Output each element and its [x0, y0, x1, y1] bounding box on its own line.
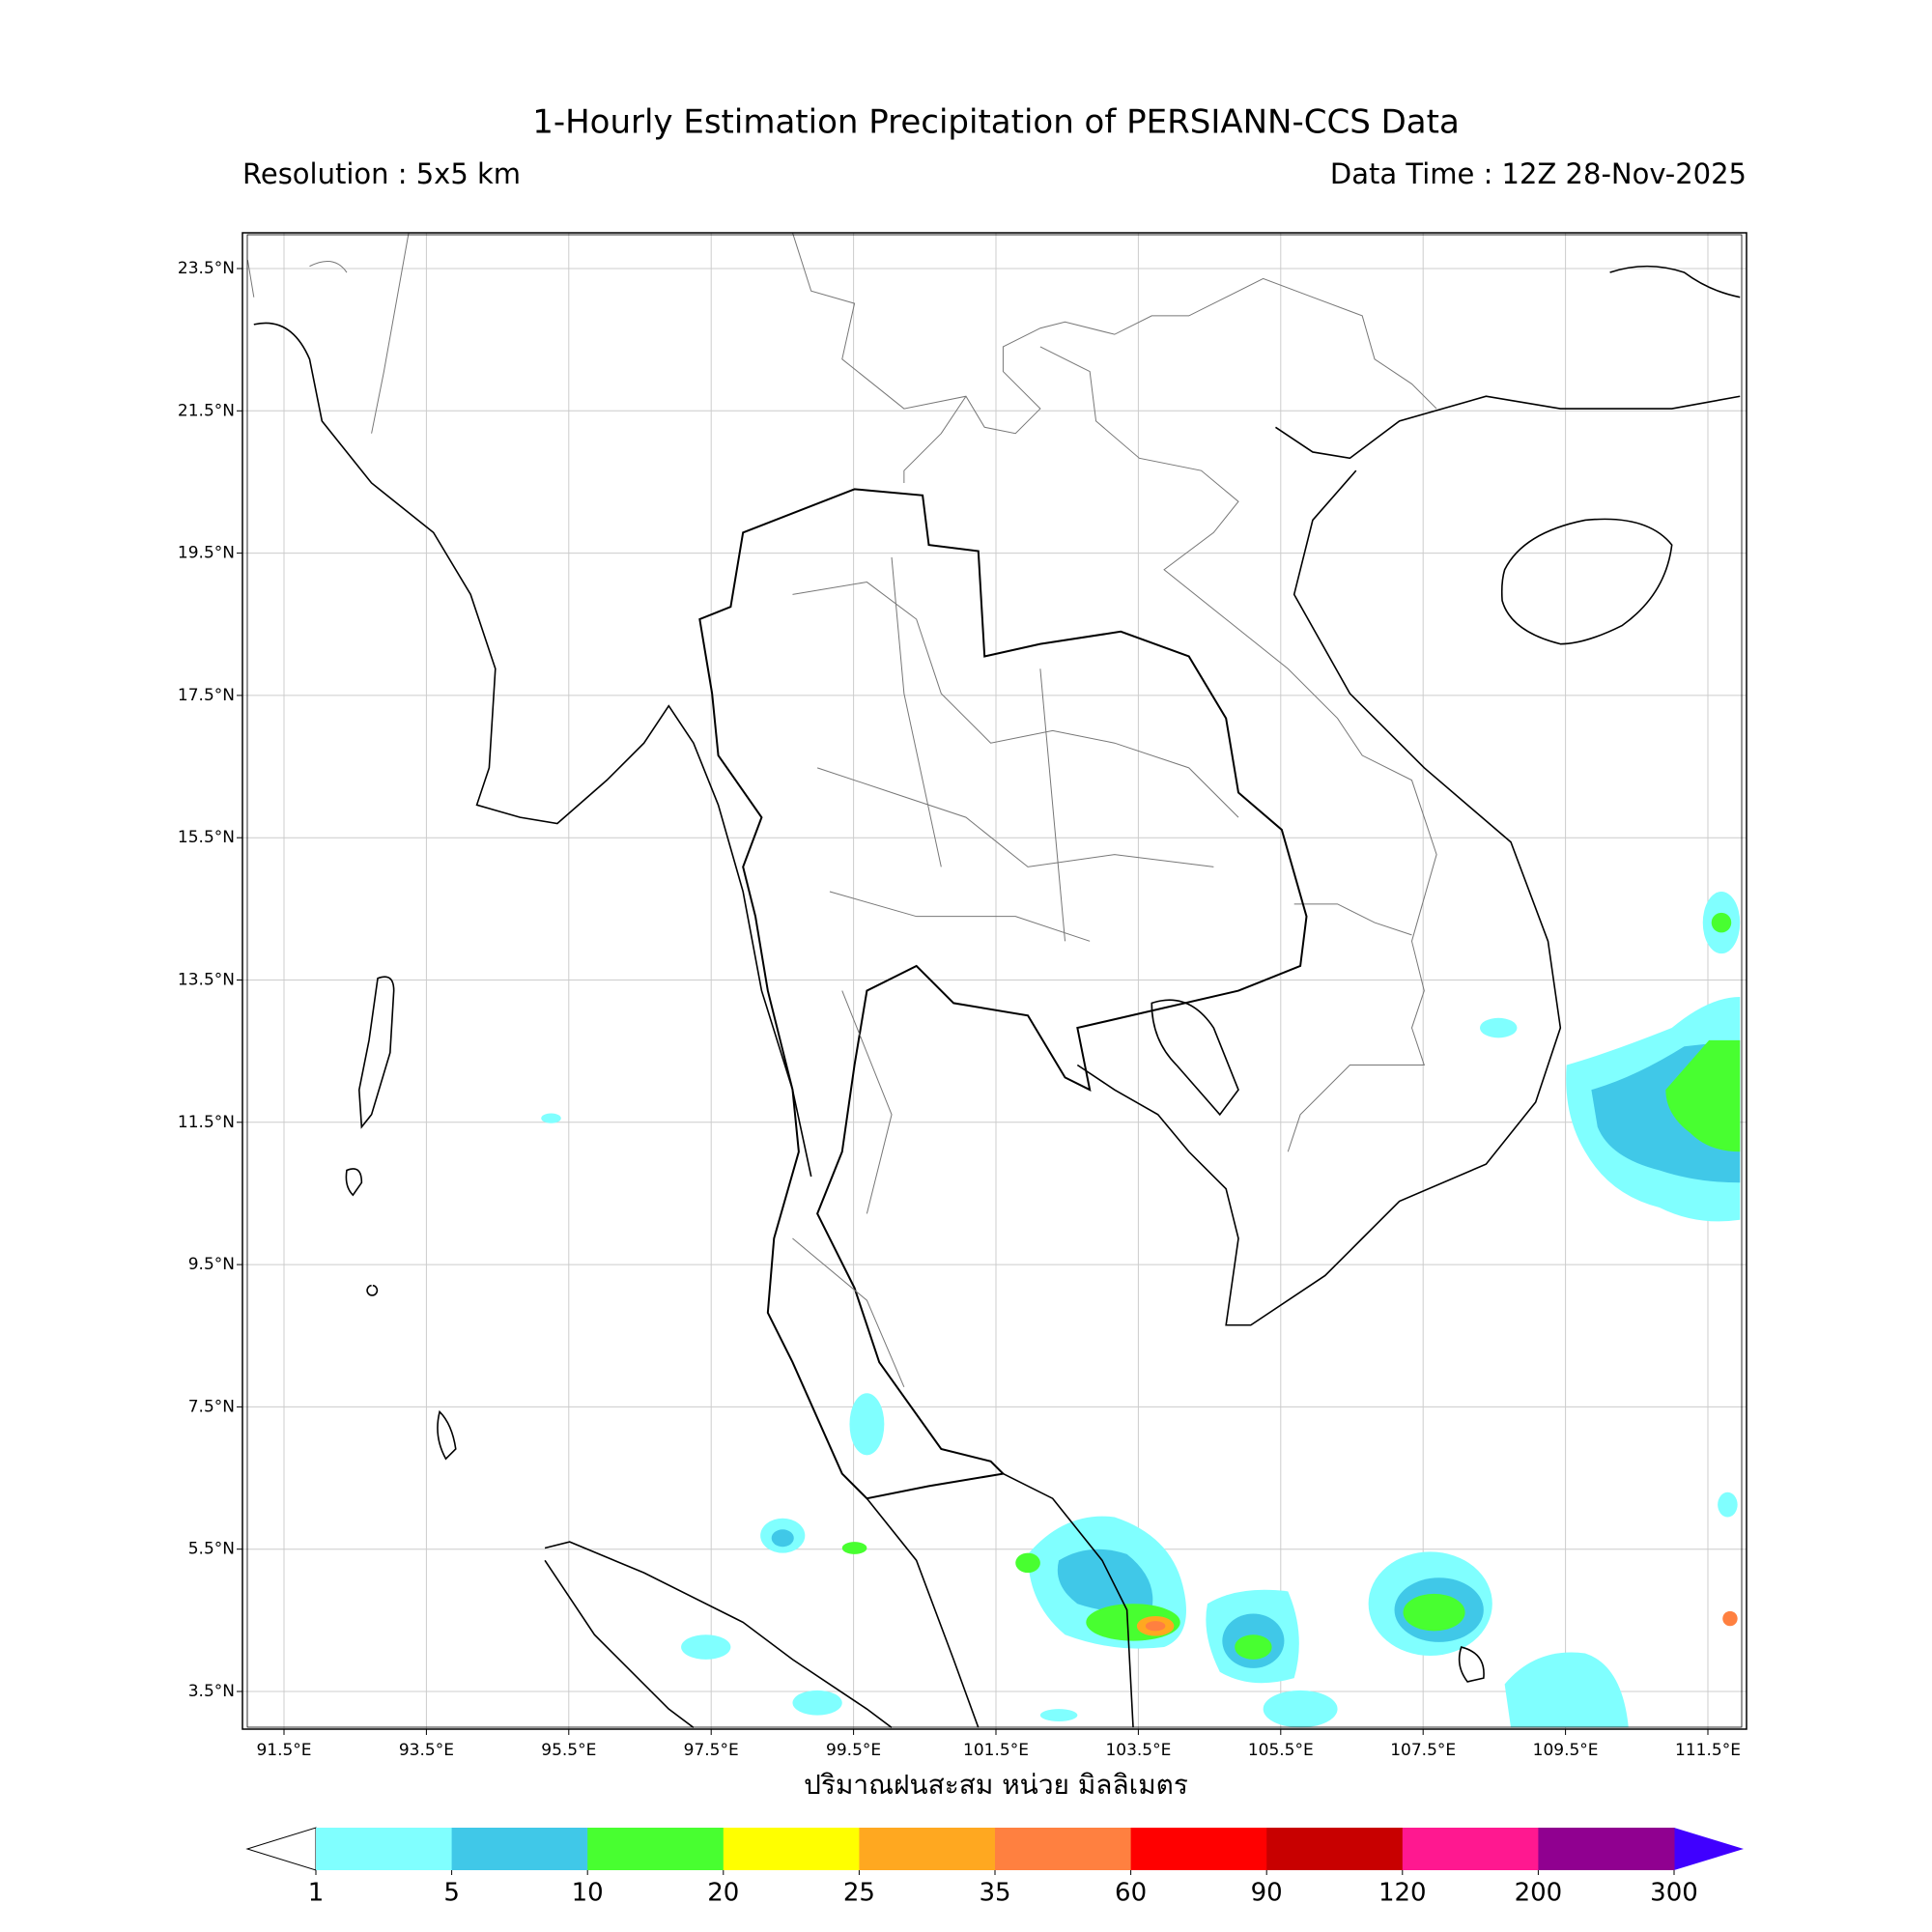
colorbar-tick-label: 5 — [443, 1879, 460, 1908]
lon-tick-label: 103.5°E — [1105, 1741, 1171, 1760]
colorbar-label: ปริมาณฝนสะสม หน่วย มิลลิเมตร — [804, 1769, 1188, 1801]
colorbar-bin — [995, 1828, 1132, 1870]
lat-tick-label: 17.5°N — [178, 686, 235, 705]
lon-tick-label: 111.5°E — [1675, 1741, 1741, 1760]
lon-tick-label: 93.5°E — [399, 1741, 454, 1760]
colorbar-bin — [1538, 1828, 1675, 1870]
colorbar-bin — [1402, 1828, 1539, 1870]
colorbar-tick-label: 60 — [1115, 1879, 1147, 1908]
colorbar-tick-label: 90 — [1251, 1879, 1283, 1908]
colorbar-bin — [451, 1828, 588, 1870]
lon-tick-label: 101.5°E — [963, 1741, 1029, 1760]
colorbar-bin — [859, 1828, 996, 1870]
colorbar-bin — [1130, 1828, 1267, 1870]
lat-tick-label: 19.5°N — [178, 544, 235, 563]
lat-tick-label: 23.5°N — [178, 259, 235, 278]
lat-tick-label: 9.5°N — [188, 1255, 235, 1274]
lon-tick-label: 105.5°E — [1248, 1741, 1314, 1760]
colorbar-tick-label: 35 — [979, 1879, 1010, 1908]
colorbar-under — [245, 1827, 317, 1871]
lat-tick-label: 5.5°N — [188, 1540, 235, 1559]
lon-tick-label: 91.5°E — [256, 1741, 311, 1760]
map-layer — [247, 233, 1740, 1727]
lon-tick-label: 109.5°E — [1533, 1741, 1599, 1760]
lat-tick-label: 3.5°N — [188, 1682, 235, 1701]
lon-tick-label: 97.5°E — [684, 1741, 739, 1760]
colorbar-bin — [1266, 1828, 1404, 1870]
lat-tick-label: 21.5°N — [178, 401, 235, 420]
precipitation — [541, 892, 1741, 1728]
colorbar-bin — [723, 1828, 860, 1870]
lat-tick-label: 11.5°N — [178, 1113, 235, 1132]
colorbar-tick-label: 200 — [1515, 1879, 1563, 1908]
lat-tick-label: 7.5°N — [188, 1397, 235, 1416]
map-inner-frame — [246, 234, 1743, 1728]
resolution: Resolution : 5x5 km — [242, 157, 521, 190]
colorbar-tick-label: 120 — [1378, 1879, 1427, 1908]
lon-tick-label: 95.5°E — [541, 1741, 596, 1760]
colorbar-tick-label: 20 — [707, 1879, 739, 1908]
lat-tick-label: 13.5°N — [178, 971, 235, 990]
colorbar-bin — [316, 1828, 453, 1870]
lon-tick-label: 107.5°E — [1390, 1741, 1456, 1760]
colorbar-tick-label: 25 — [843, 1879, 875, 1908]
lon-tick-label: 99.5°E — [826, 1741, 881, 1760]
colorbar-bin — [587, 1828, 724, 1870]
data-time: Data Time : 12Z 28-Nov-2025 — [1330, 157, 1747, 190]
title: 1-Hourly Estimation Precipitation of PER… — [532, 103, 1460, 142]
map-frame — [242, 232, 1747, 1730]
colorbar-tick-label: 10 — [572, 1879, 604, 1908]
lat-tick-label: 15.5°N — [178, 828, 235, 847]
colorbar-tick-label: 1 — [308, 1879, 325, 1908]
colorbar-tick-label: 300 — [1650, 1879, 1698, 1908]
colorbar-over — [1674, 1828, 1744, 1870]
